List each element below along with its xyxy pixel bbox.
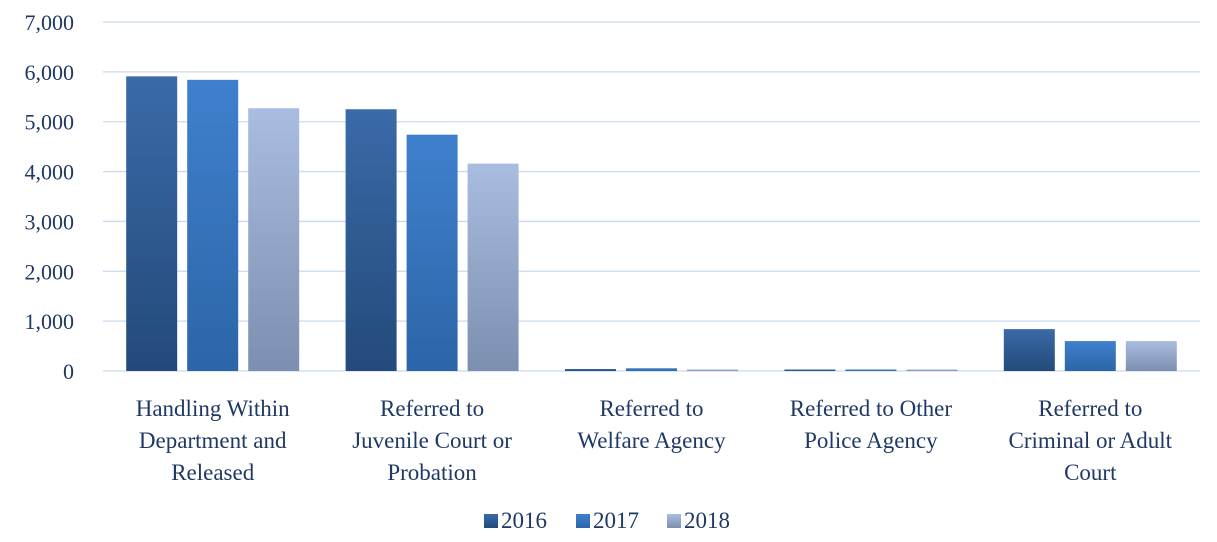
y-tick-label: 4,000 [25, 160, 75, 185]
y-tick-label: 7,000 [25, 10, 75, 35]
legend-label-2016: 2016 [501, 508, 547, 533]
bar-2017 [406, 134, 458, 371]
category-label: Department and [139, 428, 287, 453]
bar-2018 [1125, 341, 1177, 371]
category-label: Welfare Agency [577, 428, 726, 453]
legend-label-2018: 2018 [684, 508, 730, 533]
y-axis-ticks: 0 1,000 2,000 3,000 4,000 5,000 6,000 7,000 [25, 10, 75, 384]
y-tick-label: 2,000 [25, 259, 75, 284]
y-tick-label: 5,000 [25, 110, 75, 135]
bar-2016 [1003, 329, 1055, 371]
bar-2018 [687, 369, 738, 371]
category-label: Released [171, 460, 255, 485]
bar-2017 [187, 79, 239, 371]
legend-swatch-2018 [667, 514, 681, 528]
bar-2018 [906, 369, 958, 371]
bar-2016 [565, 369, 616, 371]
category-label: Court [1064, 460, 1117, 485]
y-tick-label: 3,000 [25, 209, 75, 234]
y-tick-label: 0 [63, 359, 74, 384]
y-tick-label: 6,000 [25, 60, 75, 85]
bar-2018 [248, 108, 300, 371]
bar-2017 [845, 369, 897, 371]
legend-swatch-2017 [576, 514, 590, 528]
legend-swatch-2016 [484, 514, 498, 528]
legend-label-2017: 2017 [593, 508, 639, 533]
bar-2016 [345, 109, 397, 371]
category-label: Referred to [380, 396, 484, 421]
bar-2016 [126, 76, 178, 371]
legend: 2016 2017 2018 [484, 508, 730, 533]
bars [126, 76, 1177, 371]
category-label: Referred to [1038, 396, 1142, 421]
category-label: Handling Within [136, 396, 290, 421]
bar-2017 [626, 368, 677, 371]
x-axis-categories: Handling Within Department and Released Ref… [136, 396, 1173, 485]
bar-2016 [784, 369, 836, 371]
category-label: Referred to Other [790, 396, 953, 421]
bar-2018 [467, 163, 519, 371]
category-label: Probation [387, 460, 477, 485]
category-label: Juvenile Court or [352, 428, 512, 453]
bar-2017 [1064, 341, 1116, 371]
category-label: Police Agency [804, 428, 938, 453]
category-label: Referred to [599, 396, 703, 421]
y-tick-label: 1,000 [25, 309, 75, 334]
category-label: Criminal or Adult [1009, 428, 1173, 453]
